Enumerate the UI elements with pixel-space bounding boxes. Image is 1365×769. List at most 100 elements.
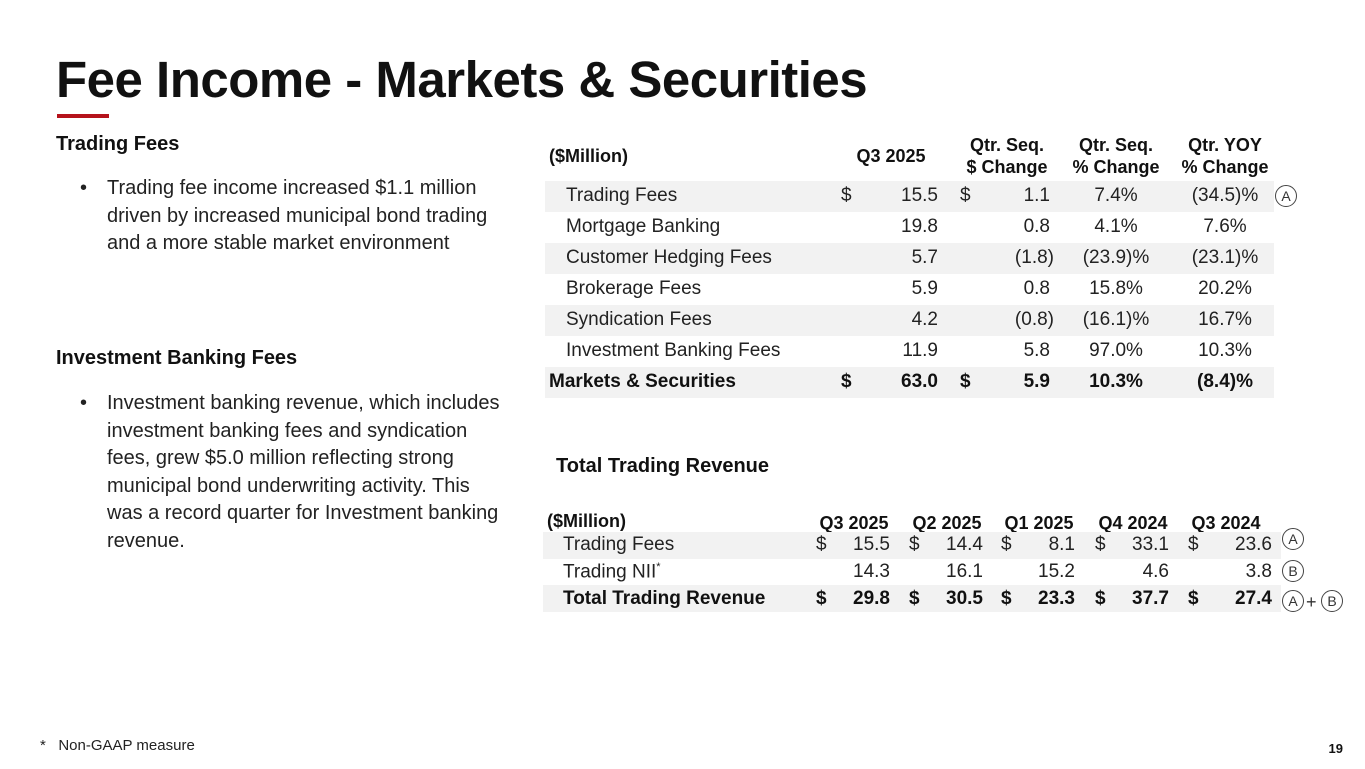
table1-unit-label: ($Million) <box>549 146 628 166</box>
row-band <box>545 181 1274 212</box>
table2-col-q1-2025: Q1 2025 <box>1004 513 1074 533</box>
seq-dollar-change: 1.1 <box>1023 185 1050 206</box>
q2-2025-value: 30.5 <box>946 588 983 609</box>
row-band <box>545 243 1274 274</box>
seq-pct-change: 10.3% <box>1089 371 1143 392</box>
currency-symbol: $ <box>816 588 827 609</box>
currency-symbol: $ <box>960 185 971 206</box>
row-band <box>545 305 1274 336</box>
q3-2024-value: 3.8 <box>1245 561 1272 582</box>
header-line: Qtr. YOY <box>1188 135 1262 155</box>
header-line: Qtr. Seq. <box>1078 135 1154 155</box>
seq-pct-change: 4.1% <box>1094 216 1138 237</box>
q3-value: 5.7 <box>911 247 938 268</box>
page-number: 19 <box>1328 741 1343 756</box>
currency-symbol: $ <box>1095 534 1106 555</box>
q2-2025-value: 16.1 <box>946 561 983 582</box>
bullet-icon: • <box>80 177 88 199</box>
table2-col-q2-2025: Q2 2025 <box>912 513 982 533</box>
row-label: Trading Fees <box>563 534 675 555</box>
q1-2025-value: 15.2 <box>1038 561 1075 582</box>
trading-fees-bullet: • Trading fee income increased $1.1 mill… <box>80 175 500 258</box>
table1-col-seq-dollar: Qtr. Seq. $ Change <box>955 134 1059 178</box>
row-label: Investment Banking Fees <box>566 340 781 361</box>
q4-2024-value: 37.7 <box>1132 588 1169 609</box>
seq-pct-change: 97.0% <box>1089 340 1143 361</box>
q4-2024-value: 33.1 <box>1132 534 1169 555</box>
seq-dollar-change: 5.9 <box>1023 371 1050 392</box>
seq-dollar-change: 0.8 <box>1023 216 1050 237</box>
yoy-pct-change: (34.5)% <box>1191 185 1259 206</box>
q3-value: 63.0 <box>901 371 938 392</box>
q3-value: 4.2 <box>911 309 938 330</box>
seq-pct-change: 7.4% <box>1094 185 1138 206</box>
page-title: Fee Income - Markets & Securities <box>56 51 868 108</box>
yoy-pct-change: 7.6% <box>1203 216 1247 237</box>
currency-symbol: $ <box>841 185 852 206</box>
total-label: Markets & Securities <box>549 371 736 392</box>
table2-col-q3-2024: Q3 2024 <box>1191 513 1261 533</box>
currency-symbol: $ <box>909 588 920 609</box>
q1-2025-value: 23.3 <box>1038 588 1075 609</box>
row-label: Syndication Fees <box>566 309 712 330</box>
currency-symbol: $ <box>841 371 852 392</box>
q4-2024-value: 4.6 <box>1142 561 1169 582</box>
row-band <box>543 585 1281 612</box>
row-label: Mortgage Banking <box>566 216 721 237</box>
table2-col-q4-2024: Q4 2024 <box>1098 513 1168 533</box>
yoy-pct-change: (23.1)% <box>1191 247 1259 268</box>
q3-value: 5.9 <box>911 278 938 299</box>
currency-symbol: $ <box>1188 588 1199 609</box>
seq-dollar-change: 0.8 <box>1023 278 1050 299</box>
footnote-marker: * <box>656 561 661 573</box>
marker-a-icon: A <box>1275 185 1297 207</box>
plus-sign: + <box>1306 592 1317 612</box>
currency-symbol: $ <box>960 371 971 392</box>
seq-dollar-change: (0.8) <box>1014 309 1054 330</box>
q3-value: 19.8 <box>901 216 938 237</box>
investment-banking-heading: Investment Banking Fees <box>56 347 298 369</box>
bullet-icon: • <box>80 392 88 414</box>
row-band <box>545 367 1274 398</box>
header-line: Qtr. Seq. <box>969 135 1045 155</box>
seq-dollar-change: (1.8) <box>1014 247 1054 268</box>
q2-2025-value: 14.4 <box>946 534 983 555</box>
marker-b-icon: B <box>1321 590 1343 612</box>
total-label: Total Trading Revenue <box>563 588 766 609</box>
q3-value: 15.5 <box>901 185 938 206</box>
q3-2025-value: 29.8 <box>853 588 890 609</box>
q1-2025-value: 8.1 <box>1048 534 1075 555</box>
q3-2025-value: 14.3 <box>853 561 890 582</box>
table1-col-seq-pct: Qtr. Seq. % Change <box>1064 134 1168 178</box>
q3-2025-value: 15.5 <box>853 534 890 555</box>
header-line: % Change <box>1072 157 1160 177</box>
table1-col-yoy-pct: Qtr. YOY % Change <box>1173 134 1277 178</box>
trading-fees-heading: Trading Fees <box>56 133 180 155</box>
currency-symbol: $ <box>1001 588 1012 609</box>
row-label: Brokerage Fees <box>566 278 702 299</box>
currency-symbol: $ <box>1095 588 1106 609</box>
marker-a-icon: A <box>1282 590 1304 612</box>
seq-dollar-change: 5.8 <box>1023 340 1050 361</box>
seq-pct-change: 15.8% <box>1089 278 1143 299</box>
q3-2024-value: 27.4 <box>1235 588 1272 609</box>
currency-symbol: $ <box>1188 534 1199 555</box>
currency-symbol: $ <box>1001 534 1012 555</box>
investment-banking-bullet: • Investment banking revenue, which incl… <box>80 390 500 555</box>
seq-pct-change: (23.9)% <box>1082 247 1150 268</box>
table1-col-q3-2025: Q3 2025 <box>856 146 926 166</box>
q3-2024-value: 23.6 <box>1235 534 1272 555</box>
header-line: % Change <box>1181 157 1269 177</box>
marker-b-icon: B <box>1282 560 1304 582</box>
row-label: Trading Fees <box>566 185 678 206</box>
row-band <box>543 532 1281 559</box>
table2-col-q3-2025: Q3 2025 <box>819 513 889 533</box>
currency-symbol: $ <box>909 534 920 555</box>
row-label: Trading NII* <box>563 561 661 583</box>
row-label: Customer Hedging Fees <box>566 247 772 268</box>
seq-pct-change: (16.1)% <box>1082 309 1150 330</box>
marker-a-icon: A <box>1282 528 1304 550</box>
trading-fees-bullet-text: Trading fee income increased $1.1 millio… <box>107 177 488 254</box>
yoy-pct-change: 10.3% <box>1198 340 1252 361</box>
header-line: $ Change <box>966 157 1048 177</box>
